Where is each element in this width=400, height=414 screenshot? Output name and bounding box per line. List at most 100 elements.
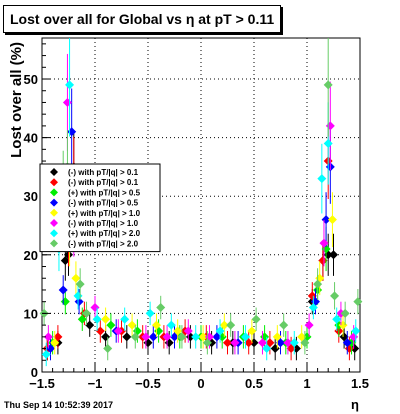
legend-marker	[50, 229, 58, 238]
legend-marker	[50, 198, 58, 207]
data-point	[173, 326, 183, 336]
data-point	[340, 308, 350, 318]
x-tick-label: −1	[88, 376, 103, 391]
data-point	[276, 338, 285, 348]
data-point	[339, 332, 349, 342]
data-point	[286, 344, 296, 354]
data-point	[323, 80, 333, 90]
data-point	[120, 314, 130, 324]
data-point	[297, 332, 307, 342]
data-point	[247, 326, 257, 336]
x-tick-label: 1.5	[351, 376, 369, 391]
data-point	[289, 338, 299, 348]
data-point	[219, 320, 229, 330]
data-point	[127, 320, 137, 330]
data-point	[85, 320, 95, 330]
data-point	[50, 338, 60, 348]
x-tick-label: 0.5	[245, 376, 263, 391]
legend-marker	[50, 178, 58, 187]
legend-marker	[50, 188, 58, 197]
data-point	[202, 338, 212, 348]
legend-marker	[50, 219, 58, 227]
y-axis-label: Lost over all (%)	[8, 42, 25, 158]
data-point	[141, 332, 151, 342]
legend-label: (-) with pT/|q| > 1.0	[68, 219, 139, 228]
y-tick-label: 30	[24, 189, 38, 204]
data-point	[166, 320, 176, 330]
data-point	[183, 326, 193, 336]
data-point	[251, 314, 261, 324]
data-point	[304, 320, 314, 330]
data-point	[262, 344, 272, 354]
data-point	[145, 308, 155, 318]
y-tick-label: 50	[24, 72, 38, 87]
data-point	[351, 326, 361, 336]
data-point	[198, 332, 208, 342]
legend: (-) with pT/|q| > 0.1(-) with pT/|q| > 0…	[39, 163, 161, 253]
legend-label: (-) with pT/|q| > 0.5	[68, 199, 139, 208]
chart-title: Lost over all for Global vs η at pT > 0.…	[3, 5, 282, 33]
data-point	[43, 332, 53, 342]
x-axis-label: η	[351, 397, 359, 412]
data-point	[327, 215, 337, 225]
data-point	[342, 338, 352, 348]
data-point	[279, 320, 289, 330]
y-tick-label: 20	[24, 248, 38, 263]
data-point	[53, 332, 63, 342]
data-point	[323, 138, 333, 148]
series-6	[41, 38, 361, 367]
data-point	[77, 314, 87, 324]
y-tick-label: 10	[24, 306, 38, 321]
data-point	[151, 320, 161, 330]
data-point	[92, 314, 102, 324]
data-point	[226, 320, 236, 330]
data-point	[307, 291, 317, 301]
data-point	[65, 80, 75, 90]
legend-label: (+) with pT/|q| > 2.0	[68, 229, 141, 238]
data-point	[122, 332, 132, 342]
data-point	[130, 332, 140, 342]
data-point	[71, 273, 81, 283]
data-point	[162, 332, 172, 342]
data-point	[272, 332, 282, 342]
data-point	[177, 332, 187, 342]
x-tick-label: −1.5	[29, 376, 55, 391]
y-tick-label: 40	[24, 131, 38, 146]
data-point	[300, 338, 310, 348]
data-point	[244, 338, 254, 348]
data-point	[41, 349, 51, 359]
data-point	[95, 326, 105, 336]
data-point	[191, 332, 201, 342]
data-point	[212, 332, 222, 342]
data-point	[319, 238, 329, 248]
legend-box	[39, 163, 161, 253]
data-point	[75, 279, 85, 289]
data-point	[308, 303, 318, 313]
legend-label: (+) with pT/|q| > 1.0	[68, 209, 141, 218]
x-tick-label: −0.5	[135, 376, 161, 391]
legend-label: (-) with pT/|q| > 0.1	[68, 178, 139, 187]
data-point	[330, 291, 340, 301]
data-point	[350, 344, 360, 354]
axes: −1.5 −1 −0.5 0 0.5 1 1.5 0 10 20 30 40 50	[24, 43, 369, 391]
data-point	[101, 314, 111, 324]
data-point	[156, 303, 166, 313]
legend-marker	[50, 239, 58, 248]
data-point	[265, 338, 275, 348]
legend-marker	[50, 168, 58, 176]
series-4	[50, 192, 348, 355]
legend-label: (-) with pT/|q| > 0.1	[68, 168, 139, 177]
data-point	[313, 279, 323, 289]
data-point	[241, 332, 251, 342]
data-point	[353, 297, 363, 307]
data-point	[106, 320, 116, 330]
data-point	[332, 314, 342, 324]
data-point	[215, 326, 225, 336]
data-point	[283, 338, 293, 348]
data-point	[103, 344, 113, 354]
data-point	[60, 256, 70, 266]
data-point	[170, 332, 179, 342]
x-tick-label: 1	[303, 376, 310, 391]
y-tick-label: 0	[31, 365, 38, 380]
